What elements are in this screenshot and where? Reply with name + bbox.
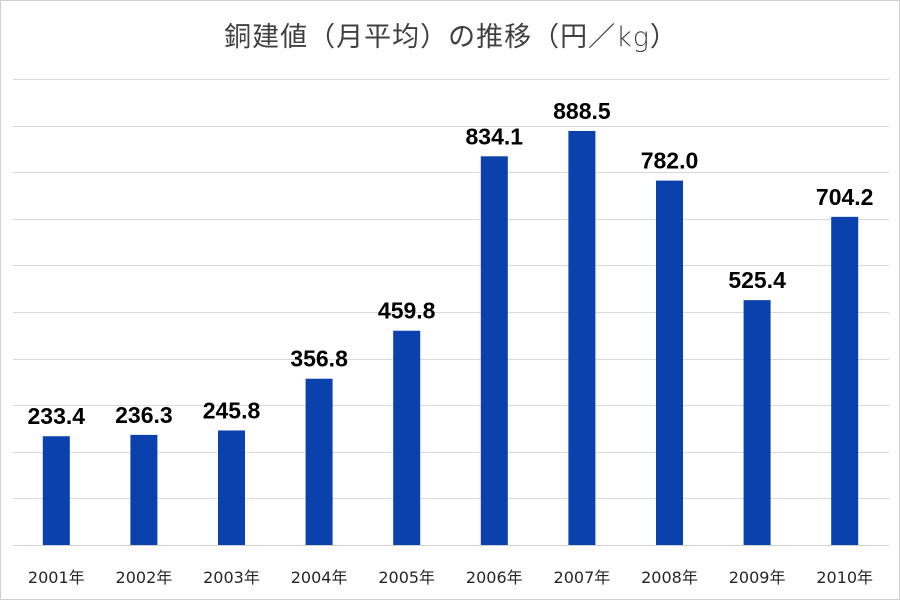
- data-label: 834.1: [466, 123, 524, 149]
- bar: [393, 330, 421, 545]
- bar: [42, 436, 70, 545]
- bar: [743, 300, 771, 545]
- data-label: 245.8: [203, 397, 261, 423]
- x-tick-label: 2001年: [28, 568, 85, 587]
- data-label: 888.5: [553, 98, 611, 124]
- x-tick-label: 2005年: [378, 568, 435, 587]
- x-tick-label: 2003年: [203, 568, 260, 587]
- data-label: 704.2: [816, 184, 874, 210]
- data-label: 782.0: [641, 148, 699, 174]
- data-label: 233.4: [28, 403, 86, 429]
- bar: [656, 180, 683, 545]
- bar: [305, 378, 333, 545]
- bar: [480, 156, 508, 546]
- data-label: 525.4: [728, 267, 786, 293]
- bar: [218, 430, 245, 545]
- x-tick-label: 2007年: [554, 568, 611, 587]
- x-tick-label: 2002年: [116, 568, 173, 587]
- bar: [130, 434, 158, 545]
- data-label: 356.8: [290, 346, 348, 372]
- x-tick-label: 2004年: [291, 568, 348, 587]
- bar: [831, 216, 859, 545]
- x-tick-label: 2008年: [641, 568, 698, 587]
- bar: [568, 130, 596, 546]
- x-tick-label: 2009年: [729, 568, 786, 587]
- chart-title: 銅建値（月平均）の推移（円／kg）: [224, 22, 678, 53]
- data-label: 459.8: [378, 298, 436, 324]
- x-tick-label: 2010年: [816, 568, 873, 587]
- x-tick-label: 2006年: [466, 568, 523, 587]
- data-label: 236.3: [115, 402, 173, 428]
